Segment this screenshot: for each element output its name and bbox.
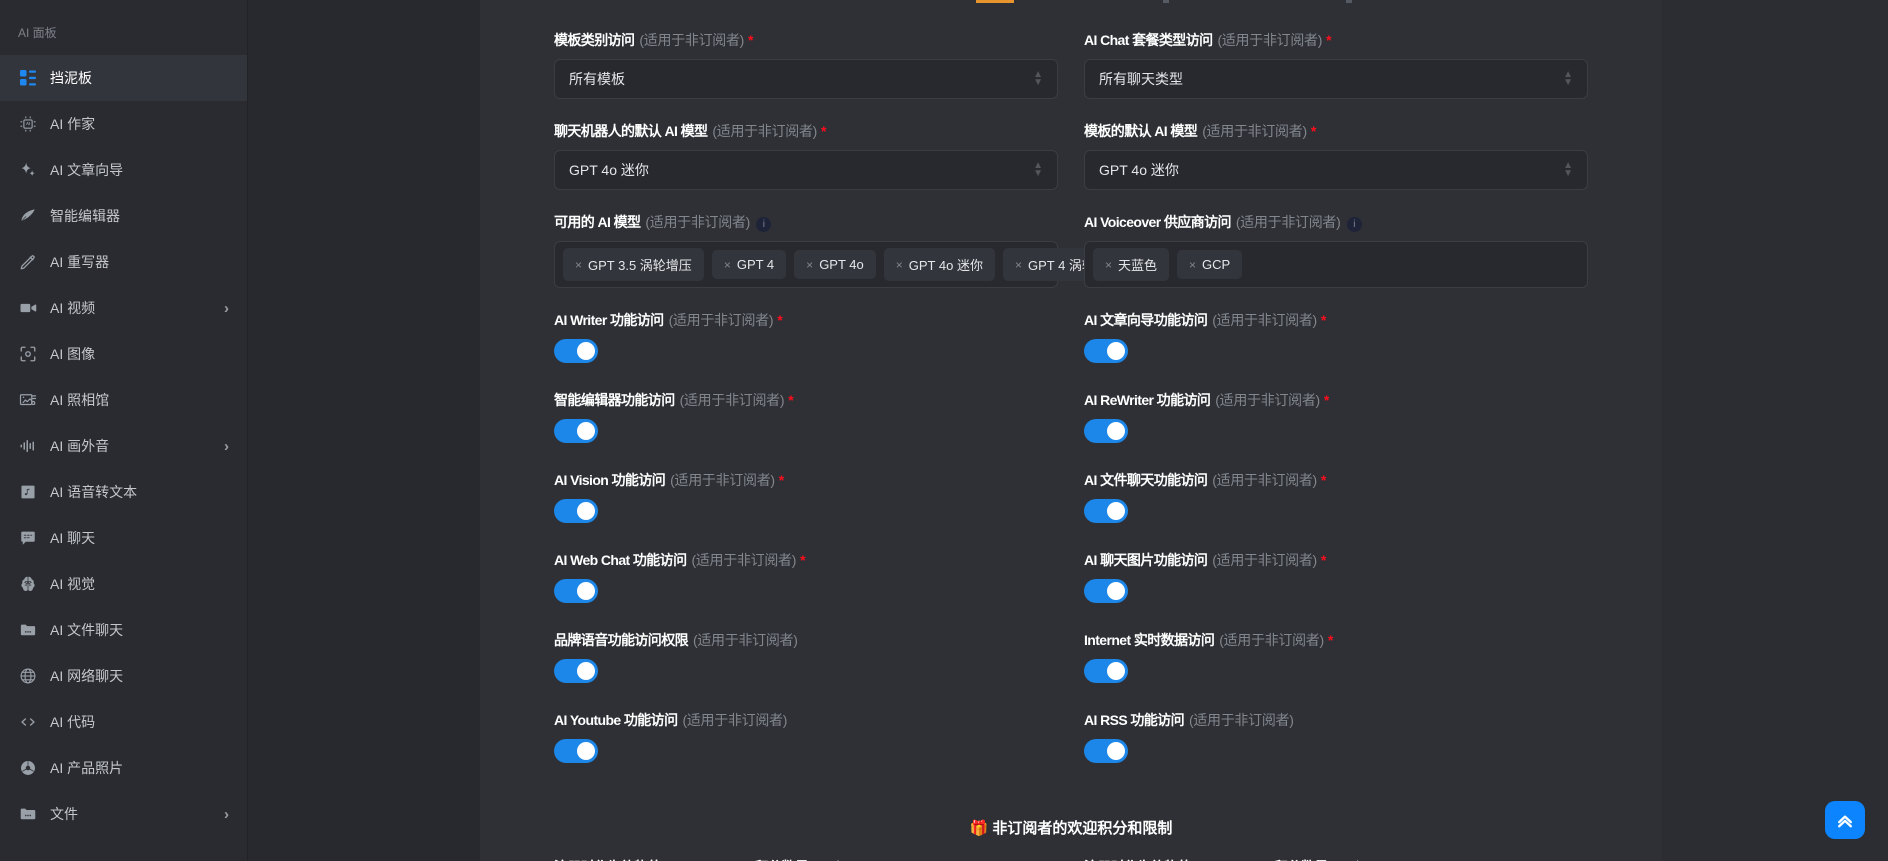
svg-text:AI: AI	[26, 121, 30, 126]
